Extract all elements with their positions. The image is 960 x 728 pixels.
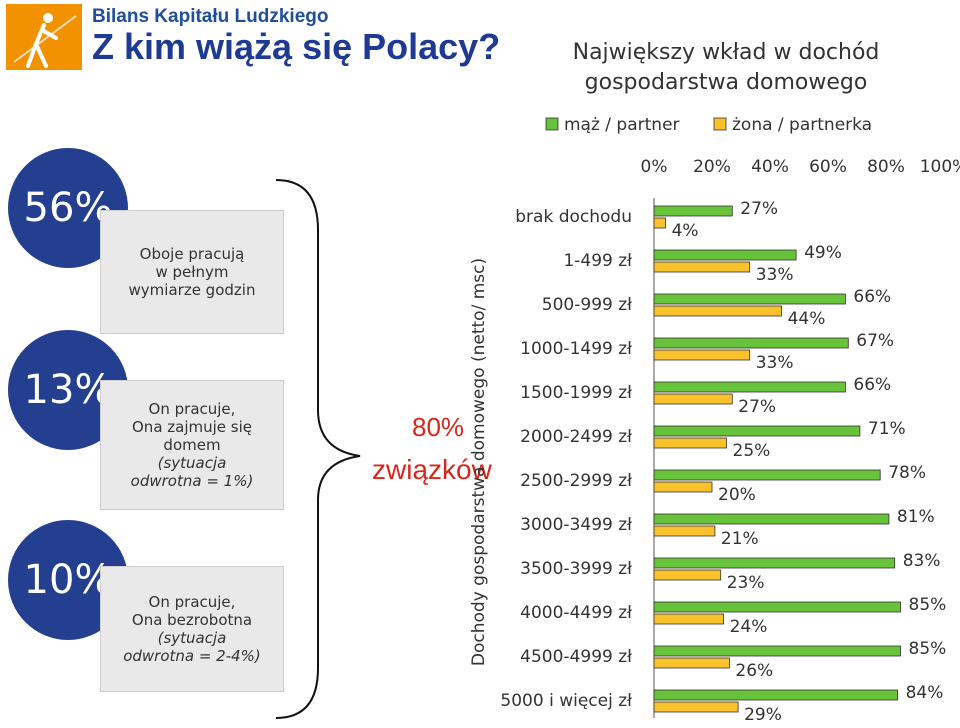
bar-partner-female (653, 613, 724, 625)
bar-partner-male (653, 689, 899, 701)
summary-percent: 80% (412, 412, 465, 442)
data-label-partner-female: 27% (738, 397, 776, 417)
x-tick-label: 0% (641, 157, 668, 177)
data-label-partner-male: 66% (853, 375, 891, 395)
percent-circle-both-working: 56% (8, 148, 128, 268)
bar-partner-male (653, 205, 733, 217)
logo (6, 4, 82, 70)
data-label-partner-female: 24% (730, 617, 768, 637)
data-label-partner-female: 21% (721, 529, 759, 549)
category-label: 3500-3999 zł (520, 559, 632, 579)
segment-text-line: On pracuje, (148, 593, 236, 611)
x-tick-label: 100% (920, 157, 960, 177)
data-label-partner-male: 49% (804, 243, 842, 263)
bar-partner-female (653, 525, 716, 537)
bar-partner-female (653, 481, 713, 493)
bar-partner-female (653, 305, 782, 317)
bar-partner-male (653, 513, 890, 525)
category-label: 1-499 zł (563, 251, 632, 271)
page-title: Z kim wiążą się Polacy? (92, 26, 501, 67)
bar-partner-male (653, 293, 846, 305)
legend-label: mąż / partner (564, 115, 680, 135)
category-label: 3000-3499 zł (520, 515, 632, 535)
segment-note-line: odwrotna = 2-4%) (123, 647, 261, 665)
segment-text-line: wymiarze godzin (128, 281, 256, 299)
data-label-partner-male: 85% (909, 595, 947, 615)
category-label: brak dochodu (515, 207, 632, 227)
segment-text-line: On pracuje, (148, 400, 236, 418)
bar-partner-female (653, 217, 667, 229)
segment-note-line: (sytuacja (157, 629, 227, 647)
segment-text-line: domem (163, 436, 221, 454)
bar-partner-female (653, 393, 733, 405)
bar-partner-male (653, 469, 881, 481)
category-label: 4500-4999 zł (520, 647, 632, 667)
segment-note-line: (sytuacja (157, 454, 227, 472)
bar-partner-male (653, 601, 901, 613)
data-label-partner-female: 44% (788, 309, 826, 329)
category-label: 4000-4499 zł (520, 603, 632, 623)
data-label-partner-female: 25% (733, 441, 771, 461)
bar-partner-male (653, 645, 901, 657)
category-label: 500-999 zł (542, 295, 632, 315)
legend-swatch (545, 117, 559, 131)
segment-box-wife-unemployed: On pracuje, Ona bezrobotna (sytuacja odw… (100, 566, 284, 692)
data-label-partner-female: 20% (718, 485, 756, 505)
segment-text-line: Oboje pracują (139, 245, 245, 263)
bar-partner-male (653, 557, 896, 569)
category-label: 2000-2499 zł (520, 427, 632, 447)
bar-partner-male (653, 249, 797, 261)
data-label-partner-female: 4% (672, 221, 699, 241)
data-label-partner-male: 84% (906, 683, 944, 703)
data-label-partner-female: 33% (756, 353, 794, 373)
data-label-partner-male: 27% (740, 199, 778, 219)
bar-partner-female (653, 349, 751, 361)
data-label-partner-male: 71% (868, 419, 906, 439)
category-label: 1000-1499 zł (520, 339, 632, 359)
segment-note-line: odwrotna = 1%) (130, 472, 254, 490)
walking-figure-icon (13, 13, 77, 68)
data-label-partner-male: 78% (888, 463, 926, 483)
segment-text-line: Ona bezrobotna (131, 611, 253, 629)
category-label: 1500-1999 zł (520, 383, 632, 403)
legend-swatch (713, 117, 727, 131)
data-label-partner-male: 85% (909, 639, 947, 659)
bar-partner-female (653, 701, 739, 713)
data-label-partner-female: 33% (756, 265, 794, 285)
bar-partner-male (653, 425, 861, 437)
category-label: 2500-2999 zł (520, 471, 632, 491)
data-label-partner-female: 23% (727, 573, 765, 593)
segment-box-wife-at-home: On pracuje, Ona zajmuje się domem (sytua… (100, 380, 284, 510)
summary-label: związków (372, 454, 492, 485)
bar-partner-female (653, 657, 730, 669)
legend-label: żona / partnerka (732, 115, 872, 135)
data-label-partner-male: 81% (897, 507, 935, 527)
x-tick-label: 20% (693, 157, 731, 177)
y-axis-title: Dochody gospodarstwa domowego (netto/ ms… (469, 258, 489, 666)
bar-partner-male (653, 337, 849, 349)
segment-text-line: Ona zajmuje się (132, 418, 252, 436)
segment-text-line: w pełnym (155, 263, 229, 281)
data-label-partner-male: 67% (856, 331, 894, 351)
x-tick-label: 80% (867, 157, 905, 177)
bar-partner-female (653, 437, 727, 449)
data-label-partner-female: 29% (744, 705, 782, 725)
bar-partner-female (653, 569, 722, 581)
x-tick-label: 40% (751, 157, 789, 177)
bar-partner-female (653, 261, 751, 273)
category-label: 5000 i więcej zł (500, 691, 632, 711)
data-label-partner-male: 83% (903, 551, 941, 571)
bar-partner-male (653, 381, 846, 393)
data-label-partner-female: 26% (735, 661, 773, 681)
data-label-partner-male: 66% (853, 287, 891, 307)
x-tick-label: 60% (809, 157, 847, 177)
chart-title: Największy wkład w dochód gospodarstwa d… (572, 40, 880, 95)
segment-box-both-working: Oboje pracują w pełnym wymiarze godzin (100, 210, 284, 334)
brand-name: Bilans Kapitału Ludzkiego (92, 6, 329, 27)
